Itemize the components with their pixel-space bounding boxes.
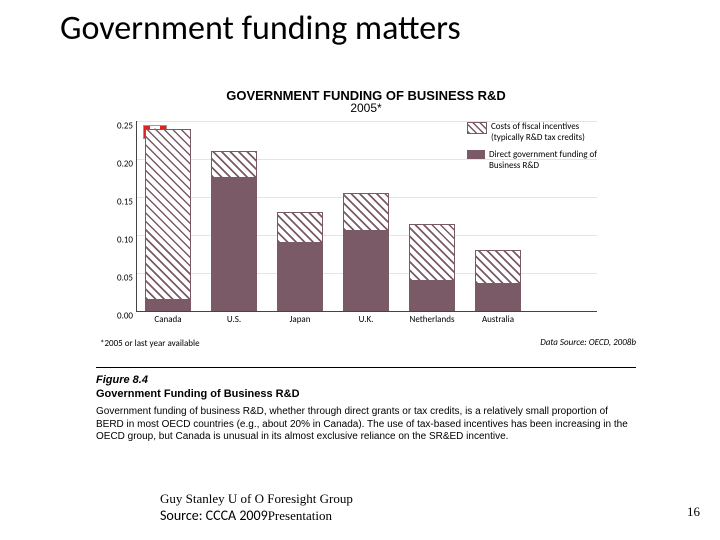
bar-segment-fiscal bbox=[145, 129, 191, 300]
legend-label-fiscal: Costs of fiscal incentives (typically R&… bbox=[491, 121, 607, 143]
x-tick-label: Australia bbox=[463, 311, 533, 325]
x-tick-label: U.K. bbox=[331, 311, 401, 325]
bar-segment-direct bbox=[211, 178, 257, 311]
y-tick: 0.15 bbox=[117, 197, 137, 208]
figure-label: Figure 8.4 bbox=[96, 374, 636, 386]
bar-segment-fiscal bbox=[475, 250, 521, 284]
attribution-line1: Guy Stanley U of O Foresight Group bbox=[160, 491, 353, 507]
y-tick: 0.05 bbox=[117, 273, 137, 284]
bar-segment-fiscal bbox=[409, 224, 455, 281]
chart-datasource: Data Source: OECD, 2008b bbox=[540, 337, 636, 348]
legend-item-fiscal: Costs of fiscal incentives (typically R&… bbox=[467, 121, 607, 143]
chart-legend: Costs of fiscal incentives (typically R&… bbox=[467, 121, 607, 177]
y-tick: 0.20 bbox=[117, 159, 137, 170]
gridline bbox=[137, 159, 597, 160]
bar-segment-direct bbox=[343, 231, 389, 311]
slide-title: Government funding matters bbox=[60, 8, 461, 49]
legend-item-direct: Direct government funding of Business R&… bbox=[467, 149, 607, 171]
y-tick: 0.25 bbox=[117, 121, 137, 132]
figure-title: Government Funding of Business R&D bbox=[96, 388, 636, 400]
gridline bbox=[137, 121, 597, 122]
bar-segment-fiscal bbox=[211, 151, 257, 178]
attribution-source-suffix: Presentation bbox=[268, 508, 332, 523]
x-tick-label: U.S. bbox=[199, 311, 269, 325]
chart-container: GOVERNMENT FUNDING OF BUSINESS R&D 2005*… bbox=[96, 88, 636, 444]
bar-segment-direct bbox=[475, 284, 521, 311]
y-tick: 0.10 bbox=[117, 235, 137, 246]
attribution-source-main: CCCA 2009 bbox=[206, 507, 268, 524]
bar-segment-direct bbox=[409, 281, 455, 311]
figure-caption: Government funding of business R&D, whet… bbox=[96, 406, 636, 444]
bar-segment-fiscal bbox=[277, 212, 323, 242]
attribution-block: Guy Stanley U of O Foresight Group Sourc… bbox=[160, 491, 353, 524]
attribution-source-prefix: Source: bbox=[160, 507, 206, 524]
bar-segment-direct bbox=[145, 300, 191, 311]
chart-plot-area: Costs of fiscal incentives (typically R&… bbox=[136, 121, 597, 312]
legend-label-direct: Direct government funding of Business R&… bbox=[489, 149, 607, 171]
page-number: 16 bbox=[687, 504, 700, 520]
bar-segment-fiscal bbox=[343, 193, 389, 231]
x-tick-label: Japan bbox=[265, 311, 335, 325]
chart-subtitle: 2005* bbox=[96, 101, 636, 115]
x-tick-label: Canada bbox=[133, 311, 203, 325]
x-tick-label: Netherlands bbox=[397, 311, 467, 325]
legend-swatch-fiscal bbox=[467, 122, 487, 134]
bar-segment-direct bbox=[277, 243, 323, 311]
figure-rule bbox=[96, 367, 636, 368]
